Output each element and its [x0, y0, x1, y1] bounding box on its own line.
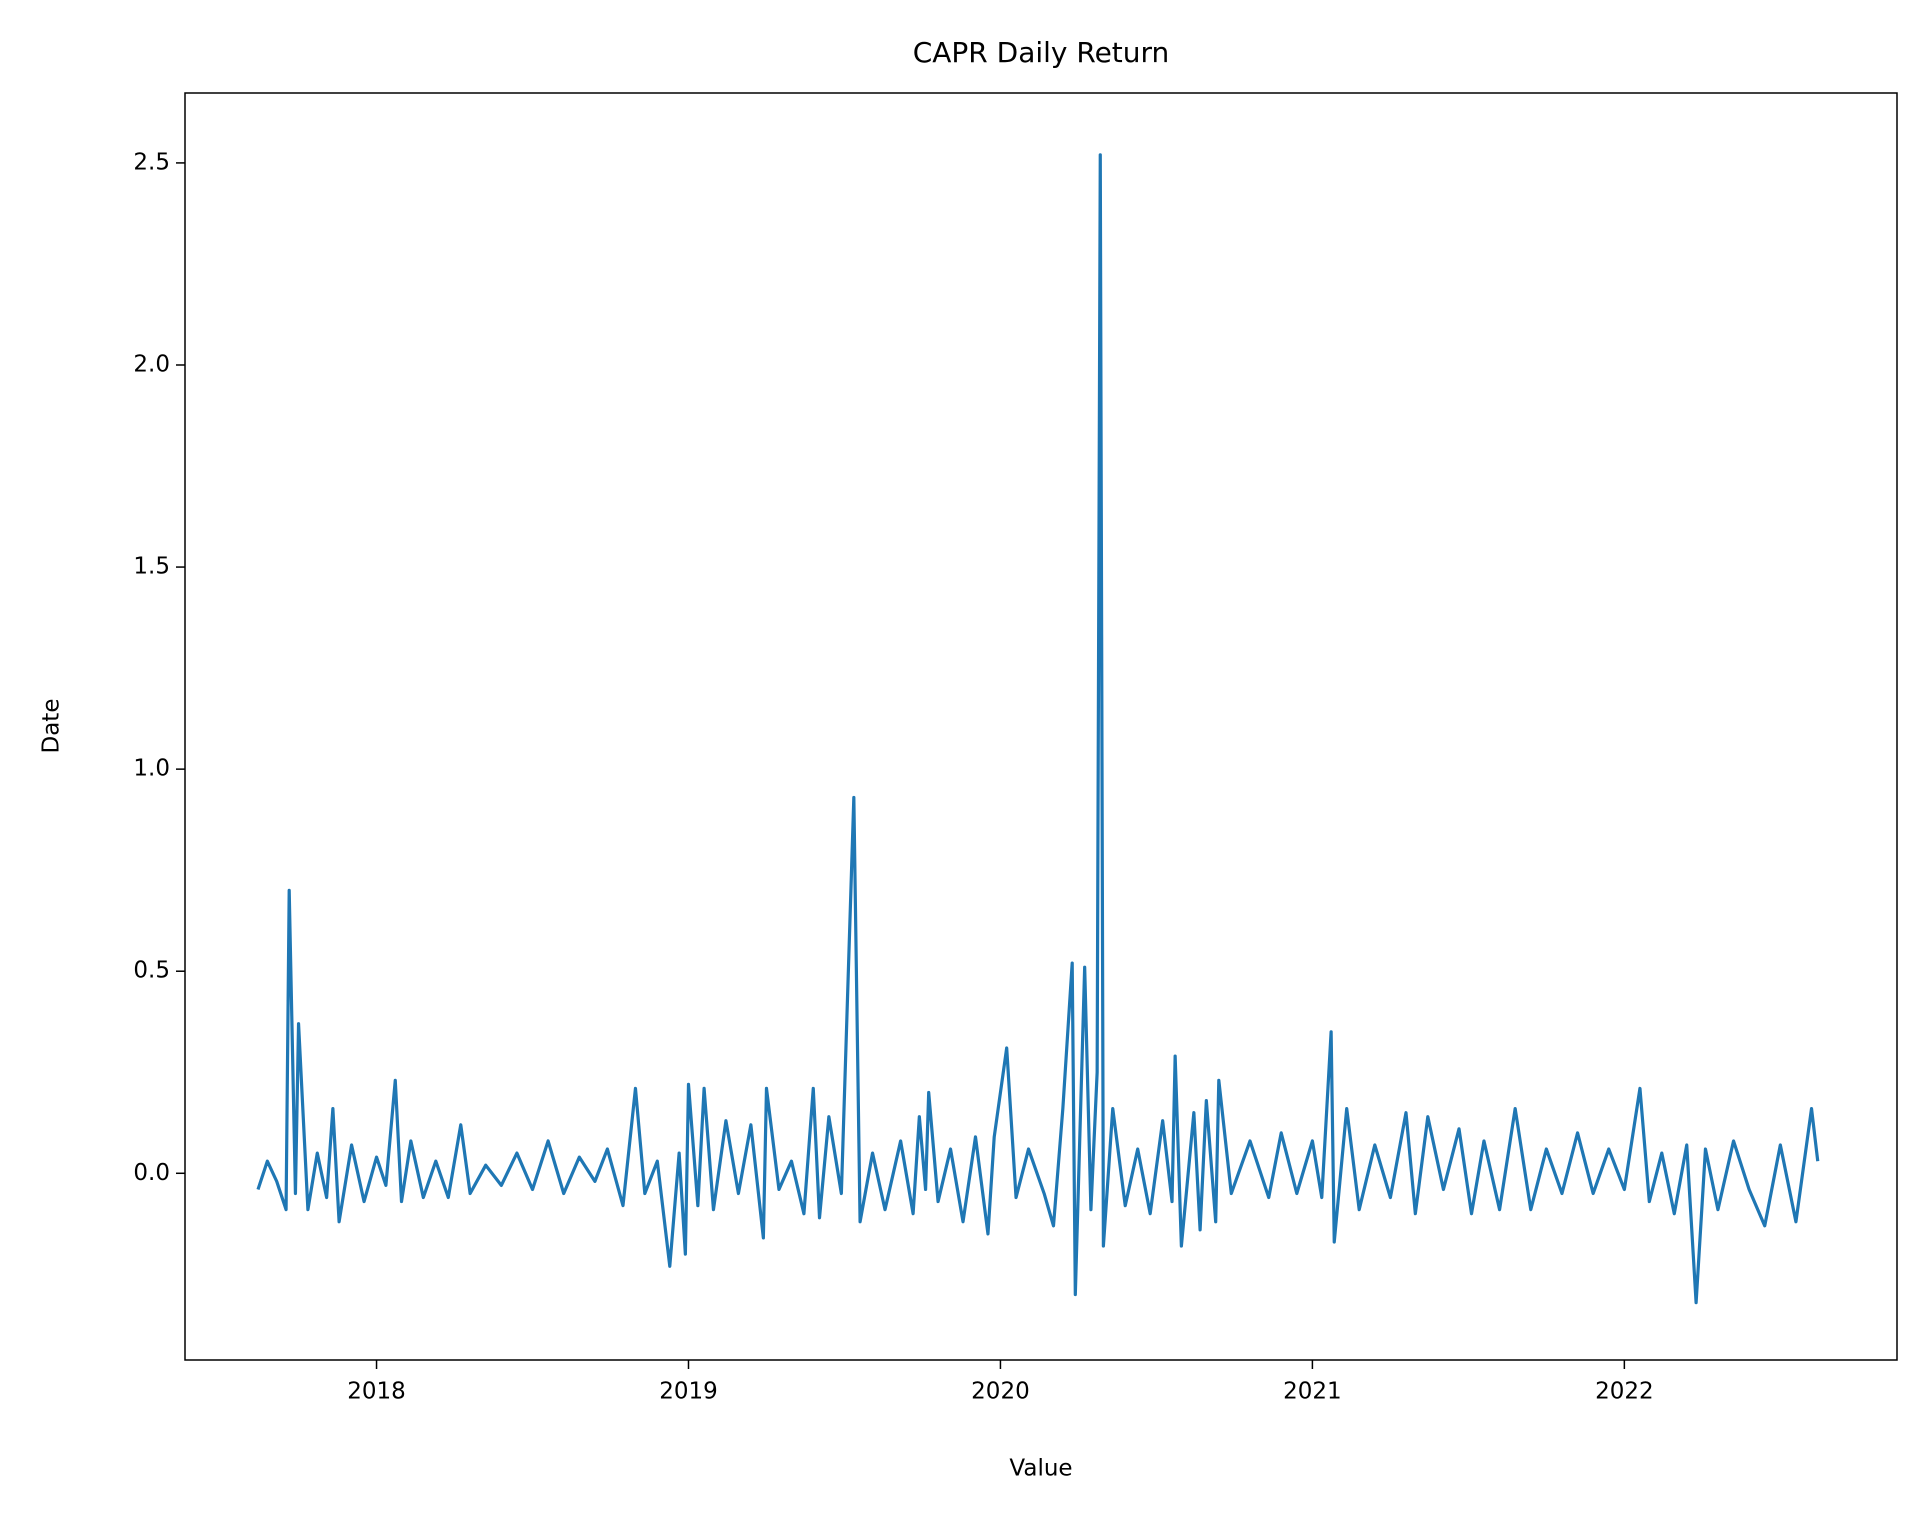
x-tick-label: 2019: [659, 1379, 718, 1405]
y-tick-label: 0.5: [133, 958, 170, 984]
y-tick-label: 1.5: [133, 554, 170, 580]
y-tick-label: 0.0: [133, 1160, 170, 1186]
x-tick-label: 2022: [1595, 1379, 1654, 1405]
line-series: [256, 153, 1820, 1305]
x-tick-label: 2018: [347, 1379, 406, 1405]
plot-frame: [184, 92, 1898, 1361]
y-tick-label: 2.5: [133, 149, 170, 175]
y-axis-label: Date: [39, 699, 65, 754]
y-tick-label: 1.0: [133, 756, 170, 782]
x-axis-label: Value: [1009, 1456, 1072, 1482]
x-tick-label: 2021: [1283, 1379, 1342, 1405]
y-tick-label: 2.0: [133, 351, 170, 377]
chart-title: CAPR Daily Return: [913, 36, 1170, 69]
x-tick-label: 2020: [971, 1379, 1030, 1405]
